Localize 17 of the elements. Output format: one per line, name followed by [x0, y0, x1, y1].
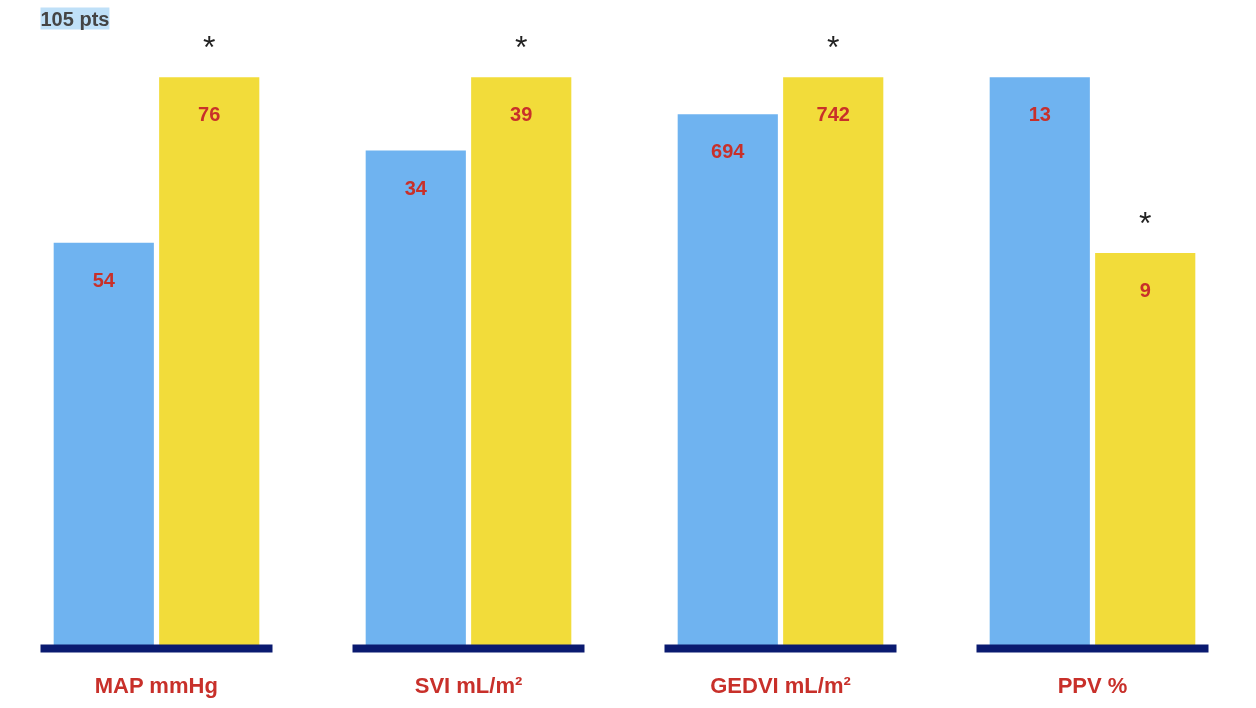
data-label: 34 [404, 176, 428, 199]
data-label: 742 [816, 103, 850, 126]
data-label: 54 [92, 268, 116, 291]
text: * [827, 29, 840, 66]
annotation: * [1139, 205, 1152, 242]
x-axis-title: MAP mmHg [94, 672, 218, 698]
text: * [203, 29, 216, 66]
data-label: 9 [1139, 279, 1151, 302]
x-axis-title: SVI mL/m² [414, 672, 523, 698]
chart-title: 105 pts [40, 7, 110, 30]
data-label: 13 [1028, 103, 1051, 126]
data-label: 39 [510, 103, 533, 126]
x-axis-title: GEDVI mL/m² [710, 672, 851, 698]
x-axis-title: PPV % [1057, 672, 1128, 698]
data-label: 76 [198, 103, 221, 126]
data-label: 694 [711, 140, 746, 163]
text: * [515, 29, 528, 66]
